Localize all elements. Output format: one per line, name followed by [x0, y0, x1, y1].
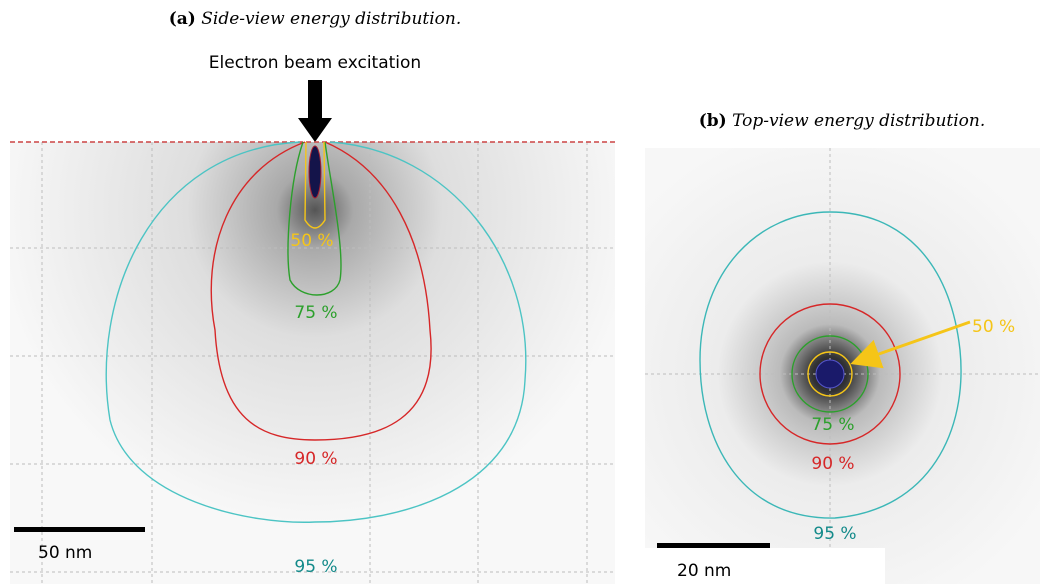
annotation: Electron beam excitation	[209, 53, 421, 73]
caption: (a) Side-view energy distribution.	[169, 9, 462, 29]
contour-90	[759, 303, 901, 445]
core	[308, 145, 322, 199]
contour-label: 75 %	[294, 303, 337, 323]
contour-label: 50 %	[290, 231, 333, 251]
contour-label: 95 %	[294, 557, 337, 577]
image	[10, 142, 615, 584]
pointer-arrow	[850, 320, 971, 369]
beam-arrow	[298, 80, 332, 142]
contour-95	[105, 141, 527, 523]
caption-text: Top-view energy distribution.	[732, 111, 985, 131]
contour-label: 75 %	[811, 415, 854, 435]
contour-label: 50 %	[972, 317, 1015, 337]
contour-75	[791, 335, 869, 413]
contour-label: 90 %	[294, 449, 337, 469]
panel-a: (a) Side-view energy distribution. Elect…	[10, 9, 615, 584]
caption: (b) Top-view energy distribution.	[699, 111, 986, 131]
core	[815, 359, 845, 389]
scale-label: 50 nm	[38, 543, 92, 563]
contour-label: 90 %	[811, 454, 854, 474]
contour-50	[807, 351, 853, 397]
contour-75	[287, 141, 342, 296]
contour-95	[699, 211, 962, 519]
grid	[10, 142, 615, 584]
scale-bar	[657, 543, 770, 548]
image	[645, 148, 1040, 584]
caption-text: Side-view energy distribution.	[201, 9, 461, 29]
contour-label: 95 %	[813, 524, 856, 544]
contour-90	[210, 141, 432, 441]
caption-label: (a)	[169, 9, 196, 29]
panel-b: (b) Top-view energy distribution. 50 % 7…	[645, 111, 1040, 584]
scale-label: 20 nm	[677, 561, 731, 581]
contour-50	[304, 141, 326, 229]
scale-background	[645, 548, 885, 584]
caption-label: (b)	[699, 111, 727, 131]
scale-bar	[14, 527, 145, 532]
